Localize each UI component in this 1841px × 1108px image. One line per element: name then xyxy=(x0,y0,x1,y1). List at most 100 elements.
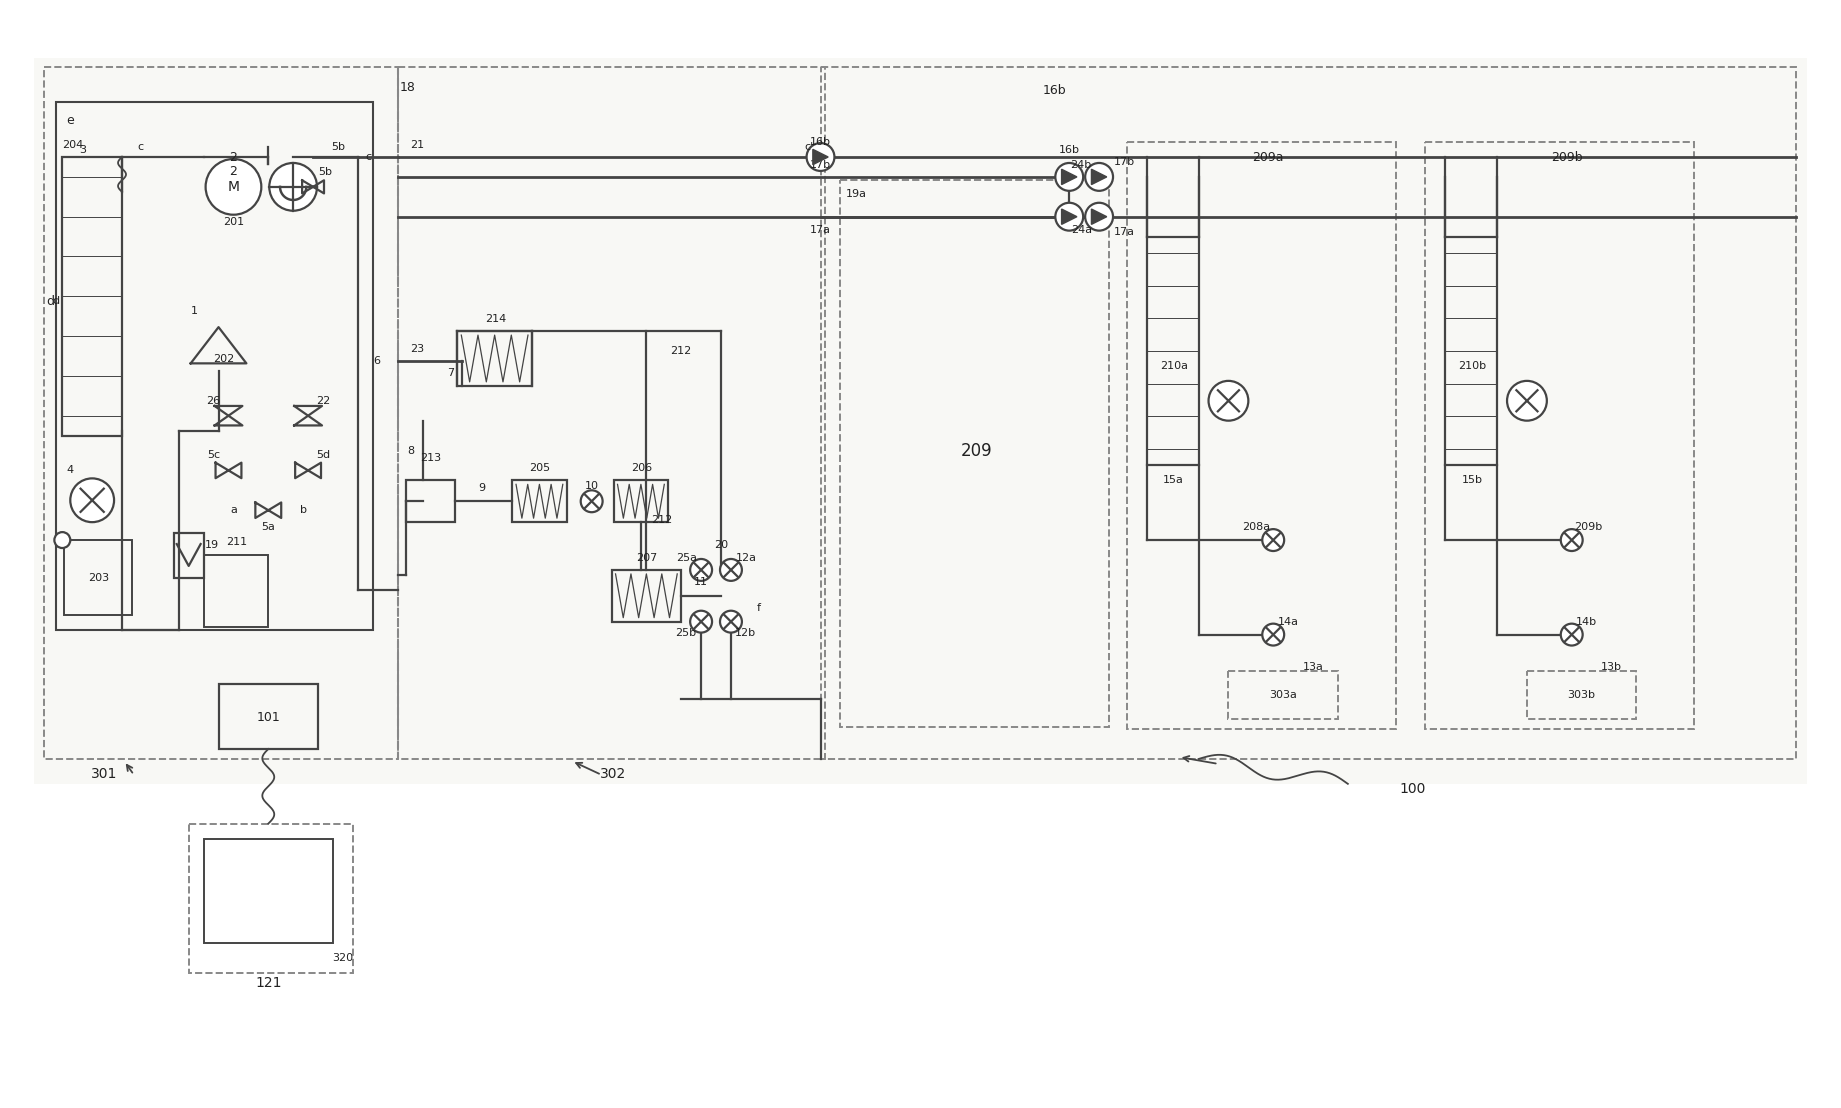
Text: 203: 203 xyxy=(88,573,110,583)
Bar xyxy=(821,68,1795,759)
Text: 209b: 209b xyxy=(1574,522,1604,532)
Bar xyxy=(1425,142,1694,729)
Text: 14b: 14b xyxy=(1576,617,1598,627)
Circle shape xyxy=(1508,381,1546,421)
Text: c: c xyxy=(138,142,144,152)
Text: 207: 207 xyxy=(635,553,657,563)
Text: 204: 204 xyxy=(61,140,83,150)
Text: 12a: 12a xyxy=(735,553,757,563)
Text: 205: 205 xyxy=(530,463,550,473)
Circle shape xyxy=(806,143,834,171)
Text: 212: 212 xyxy=(650,515,672,525)
Bar xyxy=(63,157,122,435)
Text: 9: 9 xyxy=(479,483,486,493)
Text: 212: 212 xyxy=(670,346,692,356)
Circle shape xyxy=(206,158,261,215)
Bar xyxy=(188,823,353,973)
Bar xyxy=(512,481,567,522)
Circle shape xyxy=(1263,624,1285,646)
Bar xyxy=(1228,671,1338,719)
Text: 209b: 209b xyxy=(1550,151,1583,164)
Text: 8: 8 xyxy=(407,445,414,455)
Polygon shape xyxy=(1062,209,1077,224)
Text: 210a: 210a xyxy=(1160,361,1187,371)
Text: 2: 2 xyxy=(230,151,237,164)
Circle shape xyxy=(580,491,602,512)
Circle shape xyxy=(1084,163,1114,191)
Text: a: a xyxy=(230,505,237,515)
Circle shape xyxy=(269,163,317,211)
Text: 121: 121 xyxy=(256,976,282,989)
Text: c': c' xyxy=(805,142,814,152)
Text: 5b: 5b xyxy=(318,167,331,177)
Bar xyxy=(457,331,532,386)
Text: 5b: 5b xyxy=(331,142,344,152)
Text: d: d xyxy=(46,295,55,308)
Text: 14a: 14a xyxy=(1278,617,1298,627)
Text: 23: 23 xyxy=(411,343,425,355)
Text: 301: 301 xyxy=(90,767,118,781)
Bar xyxy=(44,68,398,759)
Text: 11: 11 xyxy=(694,577,709,587)
Text: 17b: 17b xyxy=(810,160,830,170)
Text: 24b: 24b xyxy=(1071,160,1092,170)
Bar xyxy=(405,481,455,522)
Bar xyxy=(57,102,372,629)
Text: 13b: 13b xyxy=(1602,663,1622,673)
Bar xyxy=(1526,671,1637,719)
Text: 100: 100 xyxy=(1399,782,1425,796)
Text: 302: 302 xyxy=(600,767,626,781)
Bar xyxy=(1127,142,1395,729)
Bar xyxy=(173,533,204,578)
Text: 24a: 24a xyxy=(1071,225,1092,235)
Text: 17b: 17b xyxy=(1114,157,1134,167)
Text: 209: 209 xyxy=(961,441,992,460)
Text: 26: 26 xyxy=(206,396,221,406)
Text: 16b: 16b xyxy=(810,137,830,147)
Circle shape xyxy=(70,479,114,522)
Text: 20: 20 xyxy=(714,540,727,550)
Bar xyxy=(64,540,133,615)
Text: d: d xyxy=(52,296,59,306)
Text: 22: 22 xyxy=(317,396,330,406)
Text: 19a: 19a xyxy=(845,188,867,198)
Polygon shape xyxy=(1092,209,1106,224)
Bar xyxy=(204,839,333,943)
Text: 17a: 17a xyxy=(810,225,830,235)
Text: f: f xyxy=(757,603,760,613)
Text: 202: 202 xyxy=(214,353,234,365)
Bar xyxy=(204,555,269,627)
Text: M: M xyxy=(228,179,239,194)
Text: 213: 213 xyxy=(420,453,442,463)
Text: 5d: 5d xyxy=(317,451,330,461)
Text: 210b: 210b xyxy=(1458,361,1486,371)
Text: 1: 1 xyxy=(191,306,197,316)
Text: 7: 7 xyxy=(447,368,455,378)
Bar xyxy=(219,685,318,749)
Text: 16b: 16b xyxy=(1059,145,1081,155)
Text: 303a: 303a xyxy=(1268,690,1298,700)
Text: 17a: 17a xyxy=(1114,227,1134,237)
Text: 18: 18 xyxy=(399,81,416,94)
Circle shape xyxy=(690,611,712,633)
Text: 25b: 25b xyxy=(676,627,696,637)
Bar xyxy=(35,58,1806,783)
Text: 211: 211 xyxy=(226,537,247,547)
Circle shape xyxy=(1208,381,1248,421)
Text: 15a: 15a xyxy=(1164,475,1184,485)
Text: 12b: 12b xyxy=(735,627,757,637)
Circle shape xyxy=(55,532,70,548)
Text: 303b: 303b xyxy=(1569,690,1596,700)
Text: 25a: 25a xyxy=(676,553,696,563)
Circle shape xyxy=(1263,530,1285,551)
Circle shape xyxy=(1561,624,1583,646)
Circle shape xyxy=(1084,203,1114,230)
Circle shape xyxy=(1561,530,1583,551)
Text: 206: 206 xyxy=(631,463,652,473)
Text: 320: 320 xyxy=(333,953,353,963)
Bar xyxy=(1147,237,1198,465)
Text: 13a: 13a xyxy=(1303,663,1324,673)
Bar xyxy=(613,481,668,522)
Text: 19: 19 xyxy=(204,540,219,550)
Text: 209a: 209a xyxy=(1252,151,1283,164)
